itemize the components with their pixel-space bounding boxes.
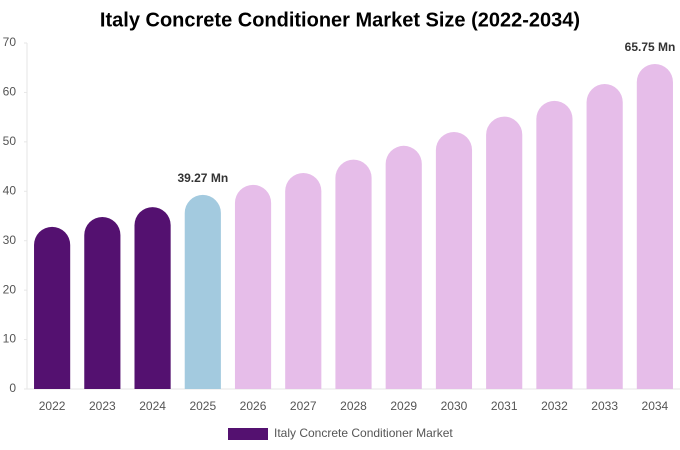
x-tick-label: 2025 xyxy=(189,399,216,413)
bar xyxy=(636,64,673,390)
x-tick-label: 2024 xyxy=(139,399,166,413)
legend-swatch xyxy=(228,428,268,440)
x-tick-label: 2033 xyxy=(591,399,618,413)
bar xyxy=(536,100,573,390)
bar xyxy=(385,145,422,389)
chart-title: Italy Concrete Conditioner Market Size (… xyxy=(100,9,580,31)
y-tick-label: 60 xyxy=(3,85,17,99)
y-tick-label: 70 xyxy=(3,35,17,49)
bar xyxy=(285,173,322,389)
bar xyxy=(134,207,171,389)
x-tick-label: 2026 xyxy=(240,399,267,413)
bar xyxy=(335,159,372,389)
bar xyxy=(234,184,272,389)
x-tick-label: 2032 xyxy=(541,399,568,413)
y-tick-label: 30 xyxy=(3,233,17,247)
x-tick-label: 2029 xyxy=(390,399,417,413)
y-tick-label: 10 xyxy=(3,332,17,346)
legend-label: Italy Concrete Conditioner Market xyxy=(274,426,453,440)
bar xyxy=(34,226,71,389)
y-tick-label: 0 xyxy=(9,381,16,395)
bar xyxy=(486,116,523,389)
x-tick-label: 2034 xyxy=(642,399,669,413)
x-tick-label: 2030 xyxy=(441,399,468,413)
x-tick-label: 2023 xyxy=(89,399,116,413)
bar xyxy=(435,131,473,389)
value-label: 65.75 Mn xyxy=(625,40,676,54)
value-label: 39.27 Mn xyxy=(177,171,228,185)
x-tick-label: 2027 xyxy=(290,399,317,413)
x-tick-label: 2028 xyxy=(340,399,367,413)
x-tick-label: 2022 xyxy=(39,399,66,413)
y-tick-label: 40 xyxy=(3,183,17,197)
x-tick-label: 2031 xyxy=(491,399,518,413)
bar xyxy=(84,216,121,389)
y-tick-label: 20 xyxy=(3,282,17,296)
bar xyxy=(184,194,221,389)
y-tick-label: 50 xyxy=(3,134,17,148)
bar xyxy=(586,84,623,389)
